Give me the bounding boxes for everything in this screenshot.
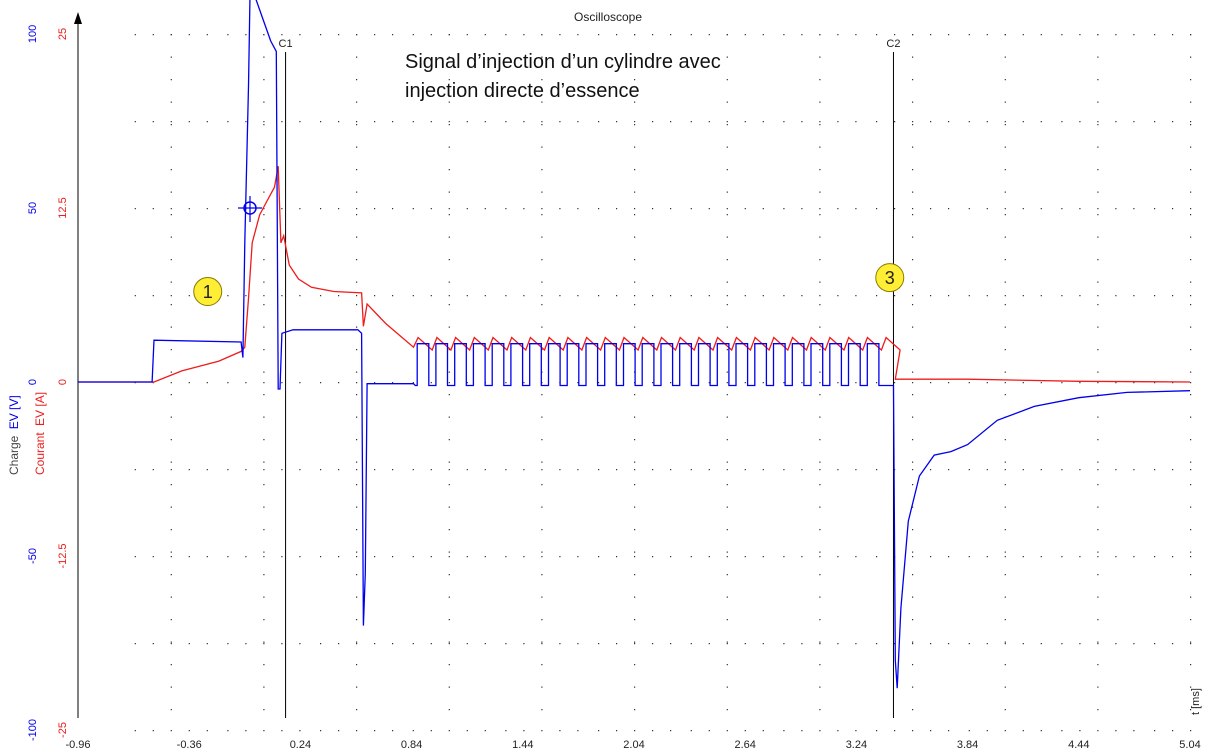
right-tick-label: 25 — [57, 28, 69, 40]
x-tick-label: 5.04 — [1179, 739, 1200, 751]
x-tick-label: 3.24 — [846, 739, 867, 751]
left-tick-label: 50 — [27, 202, 39, 214]
right-axis-unit: EV [A] — [33, 392, 47, 426]
left-axis-title: Charge EV [V] — [7, 395, 21, 475]
right-axis-title: Courant EV [A] — [33, 392, 47, 475]
crosshair-cursor-icon[interactable] — [238, 196, 262, 222]
x-tick-label: -0.36 — [177, 739, 202, 751]
left-tick-label: 0 — [27, 379, 39, 385]
annotation-line-2: injection directe d’essence — [405, 80, 640, 102]
left-tick-label: 100 — [27, 25, 39, 43]
window-title: Oscilloscope — [574, 10, 642, 24]
x-tick-label: -0.96 — [65, 739, 90, 751]
x-tick-label: 2.64 — [734, 739, 755, 751]
x-tick-label: 3.84 — [957, 739, 978, 751]
marker-circle — [875, 263, 905, 293]
y-axis-arrow-icon — [74, 12, 82, 24]
annotation-line-1: Signal d’injection d’un cylindre avec — [405, 51, 721, 73]
right-tick-label: -12.5 — [57, 543, 69, 568]
x-tick-label: 4.44 — [1068, 739, 1089, 751]
right-axis-ticks: 25 12.5 0 -12.5 -25 — [57, 28, 69, 738]
right-axis-name: Courant — [33, 432, 47, 475]
left-axis-name: Charge — [7, 435, 21, 475]
x-axis-ticks: -0.96 -0.36 0.24 0.84 1.44 2.04 2.64 3.24 3.84 4.… — [65, 739, 1200, 751]
left-tick-label: -100 — [27, 719, 39, 741]
x-axis-unit: t [ms] — [1190, 688, 1202, 715]
marker-circle — [193, 277, 223, 307]
right-tick-label: 12.5 — [57, 197, 69, 218]
left-tick-label: -50 — [27, 548, 39, 564]
right-tick-label: 0 — [57, 379, 69, 385]
left-axis-unit: EV [V] — [7, 395, 21, 429]
x-tick-label: 0.84 — [401, 739, 422, 751]
series-courant-line — [78, 166, 1191, 383]
cursor-label: C2 — [886, 38, 900, 50]
marker-label: 1 — [203, 282, 213, 302]
marker-label: 3 — [885, 268, 895, 288]
cursor-label: C1 — [279, 38, 293, 50]
marker-1: 1 — [193, 277, 223, 307]
marker-3: 3 — [875, 263, 905, 293]
markers: 123 — [193, 263, 905, 307]
left-axis-ticks: 100 50 0 -50 -100 — [27, 25, 39, 741]
x-tick-label: 0.24 — [290, 739, 311, 751]
right-tick-label: -25 — [57, 722, 69, 738]
series-charge-line — [78, 0, 1191, 689]
x-tick-label: 2.04 — [623, 739, 644, 751]
x-tick-label: 1.44 — [512, 739, 533, 751]
